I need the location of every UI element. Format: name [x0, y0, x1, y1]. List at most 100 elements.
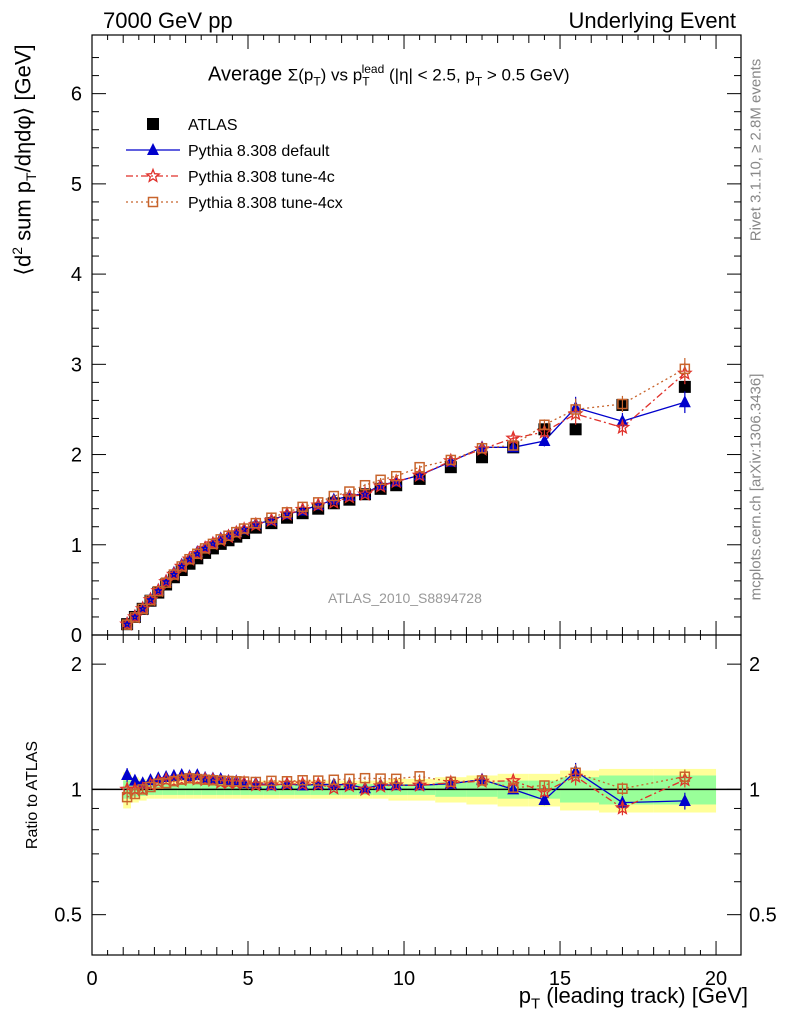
x-tick-label: 20 [705, 968, 727, 990]
legend: ATLAS Pythia 8.308 default Pythia 8.308 tu… [126, 117, 343, 212]
ratio-frame [91, 634, 742, 956]
axes-frames [91, 34, 742, 956]
ratio-point [266, 775, 277, 787]
title-cut1: (|η| < 2.5, p [384, 65, 475, 85]
x-label-main: p [518, 983, 531, 1008]
ratio-point [411, 777, 428, 792]
data-point [223, 530, 234, 542]
axis-ticks: 0 5 10 15 20 0 1 2 3 4 5 6 0.5 0.5 1 1 2 2 [54, 35, 777, 990]
y-tick-label: 1 [71, 535, 82, 557]
data-point [312, 497, 324, 508]
data-point [614, 419, 631, 435]
ratio-point [192, 773, 203, 785]
ratio-point [153, 778, 164, 789]
data-point [121, 619, 133, 630]
ratio-point [137, 784, 148, 795]
ratio-point [145, 781, 156, 793]
ratio-point [445, 776, 457, 788]
data-point [390, 470, 402, 482]
x-label-sub: T [530, 995, 541, 1013]
x-label-rest: (leading track) [GeV] [540, 983, 748, 1008]
data-point [507, 440, 519, 451]
x-tick-label: 10 [393, 968, 415, 990]
x-tick-label: 15 [549, 968, 571, 990]
chart-title: Average Σ(pT) vs pTlead (|η| < 2.5, pT >… [208, 62, 570, 89]
y-tick-label: 5 [71, 174, 82, 196]
y-tick-label: 6 [71, 84, 82, 106]
data-point [160, 577, 172, 588]
ratio-point [297, 775, 308, 786]
ratio-point [121, 791, 133, 803]
ratio-point [176, 774, 187, 785]
legend-marker [145, 167, 161, 183]
data-point [168, 569, 180, 580]
x-tick-label: 5 [242, 968, 253, 990]
y-label-c: /dηdφ⟩ [GeV] [10, 44, 36, 173]
data-point [250, 517, 262, 529]
title-cut-sub: T [474, 74, 483, 89]
data-point [328, 490, 340, 502]
legend-marker [147, 118, 159, 130]
ratio-point [357, 781, 373, 797]
ratio-point [199, 774, 211, 785]
x-tick-label: 0 [86, 968, 97, 990]
title-sigma-close: ) [320, 65, 327, 85]
ratio-point [250, 776, 262, 788]
header-left: 7000 GeV pp [103, 8, 233, 33]
analysis-label: ATLAS_2010_S8894728 [328, 590, 482, 606]
y-tick-label: 2 [71, 445, 82, 467]
ratio-point [325, 779, 342, 795]
ratio-point [207, 774, 219, 786]
ratio-point [238, 776, 250, 787]
legend-marker [147, 196, 159, 208]
main-series [119, 358, 693, 631]
data-point [678, 380, 691, 393]
data-point [411, 467, 428, 483]
data-point [176, 561, 187, 572]
data-point [414, 461, 425, 473]
data-point [476, 442, 488, 454]
legend-label: Pythia 8.308 tune-4cx [188, 195, 343, 212]
data-point [153, 585, 164, 597]
y-tick-label: 3 [71, 354, 82, 376]
ratio-y-tick-label: 2 [71, 654, 82, 676]
data-point [569, 423, 582, 436]
y-axis-label: ⟨d2 sum pT/dηdφ⟩ [GeV] [9, 44, 39, 275]
ratio-y-axis-label: Ratio to ATLAS [24, 740, 41, 850]
ratio-point [184, 773, 195, 784]
y-tick-label: 0 [71, 625, 82, 647]
ratio-point [223, 775, 234, 787]
ratio-point [359, 772, 371, 784]
data-point [192, 548, 203, 560]
ratio-point [390, 773, 402, 785]
legend-label: Pythia 8.308 default [188, 143, 330, 160]
y-label-a: ⟨d [10, 254, 36, 276]
data-point [281, 507, 293, 518]
ratio-point [678, 793, 691, 806]
title-sigma: Σ(p [287, 65, 314, 85]
ratio-point [538, 793, 551, 806]
data-point [445, 454, 457, 466]
title-sigma-sub: T [313, 74, 321, 89]
data-point [215, 534, 226, 545]
ratio-point [128, 773, 141, 786]
rivet-version-label: Rivet 3.1.10, ≥ 2.8M events [747, 58, 765, 242]
ratio-series [119, 762, 693, 816]
x-axis-label: pT (leading track) [GeV] [519, 983, 748, 1012]
ratio-point [328, 774, 340, 786]
y-label-sup: 2 [9, 247, 26, 255]
data-point [297, 501, 308, 513]
data-point [231, 526, 242, 538]
title-vs: vs p [326, 65, 363, 85]
title-prefix: Average [208, 63, 288, 86]
data-point [137, 603, 148, 615]
legend-label: ATLAS [188, 117, 238, 134]
ratio-point [614, 799, 631, 815]
data-point [357, 485, 373, 501]
ratio-line-2 [127, 775, 686, 809]
data-point [344, 486, 355, 497]
ratio-point [375, 773, 386, 784]
data-point [359, 479, 371, 491]
ratio-point [617, 783, 628, 794]
